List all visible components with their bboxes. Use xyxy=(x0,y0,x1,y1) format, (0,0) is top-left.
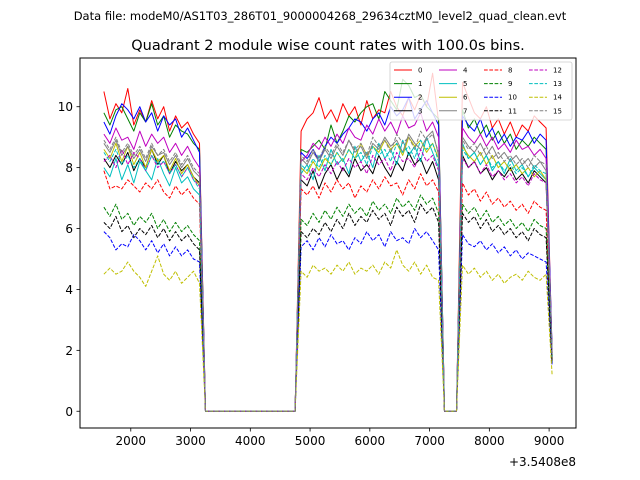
legend-label-12: 12 xyxy=(553,67,562,75)
legend-label-7: 7 xyxy=(463,107,467,115)
x-tick-label: 9000 xyxy=(534,434,565,448)
y-tick-label: 4 xyxy=(65,283,73,297)
y-tick-label: 8 xyxy=(65,161,73,175)
legend-label-1: 1 xyxy=(418,80,422,88)
legend-label-14: 14 xyxy=(553,94,562,102)
chart-title: Quadrant 2 module wise count rates with … xyxy=(131,38,525,54)
x-tick-label: 5000 xyxy=(295,434,326,448)
legend-label-10: 10 xyxy=(508,94,517,102)
legend-label-11: 11 xyxy=(508,107,517,115)
legend-label-9: 9 xyxy=(508,80,512,88)
x-tick-label: 8000 xyxy=(474,434,505,448)
figure-suptitle: Data file: modeM0/AS1T03_286T01_90000042… xyxy=(74,9,567,23)
series-layer xyxy=(103,72,553,412)
legend-label-6: 6 xyxy=(463,94,468,102)
x-axis: 2000 3000 4000 5000 6000 7000 8000 9000 xyxy=(116,428,565,448)
series-line-4 xyxy=(103,112,553,412)
legend-label-0: 0 xyxy=(418,67,422,75)
series-line-13 xyxy=(103,139,553,412)
y-tick-label: 2 xyxy=(65,344,73,358)
series-line-7 xyxy=(103,130,553,412)
x-offset-label: +3.5408e8 xyxy=(509,455,576,469)
legend-label-15: 15 xyxy=(553,107,562,115)
legend-label-3: 3 xyxy=(418,107,422,115)
legend-label-4: 4 xyxy=(463,67,468,75)
x-tick-label: 4000 xyxy=(235,434,266,448)
series-line-11 xyxy=(103,203,553,412)
legend-box xyxy=(389,61,573,121)
series-line-10 xyxy=(103,228,553,412)
x-tick-label: 7000 xyxy=(414,434,445,448)
plot-frame xyxy=(79,57,577,429)
series-line-9 xyxy=(103,194,553,412)
legend-label-2: 2 xyxy=(418,94,422,102)
y-tick-label: 6 xyxy=(65,222,73,236)
series-line-12 xyxy=(103,148,553,412)
series-line-8 xyxy=(103,170,553,412)
y-tick-label: 0 xyxy=(65,405,73,419)
x-tick-label: 2000 xyxy=(116,434,147,448)
legend-label-8: 8 xyxy=(508,67,512,75)
x-tick-label: 6000 xyxy=(355,434,386,448)
series-line-6 xyxy=(103,136,553,412)
series-line-15 xyxy=(103,130,553,412)
legend-label-13: 13 xyxy=(553,80,562,88)
legend-label-5: 5 xyxy=(463,80,467,88)
y-axis: 0 2 4 6 8 10 xyxy=(58,100,80,419)
x-tick-label: 3000 xyxy=(175,434,206,448)
y-tick-label: 10 xyxy=(58,100,73,114)
series-line-14 xyxy=(103,249,553,412)
